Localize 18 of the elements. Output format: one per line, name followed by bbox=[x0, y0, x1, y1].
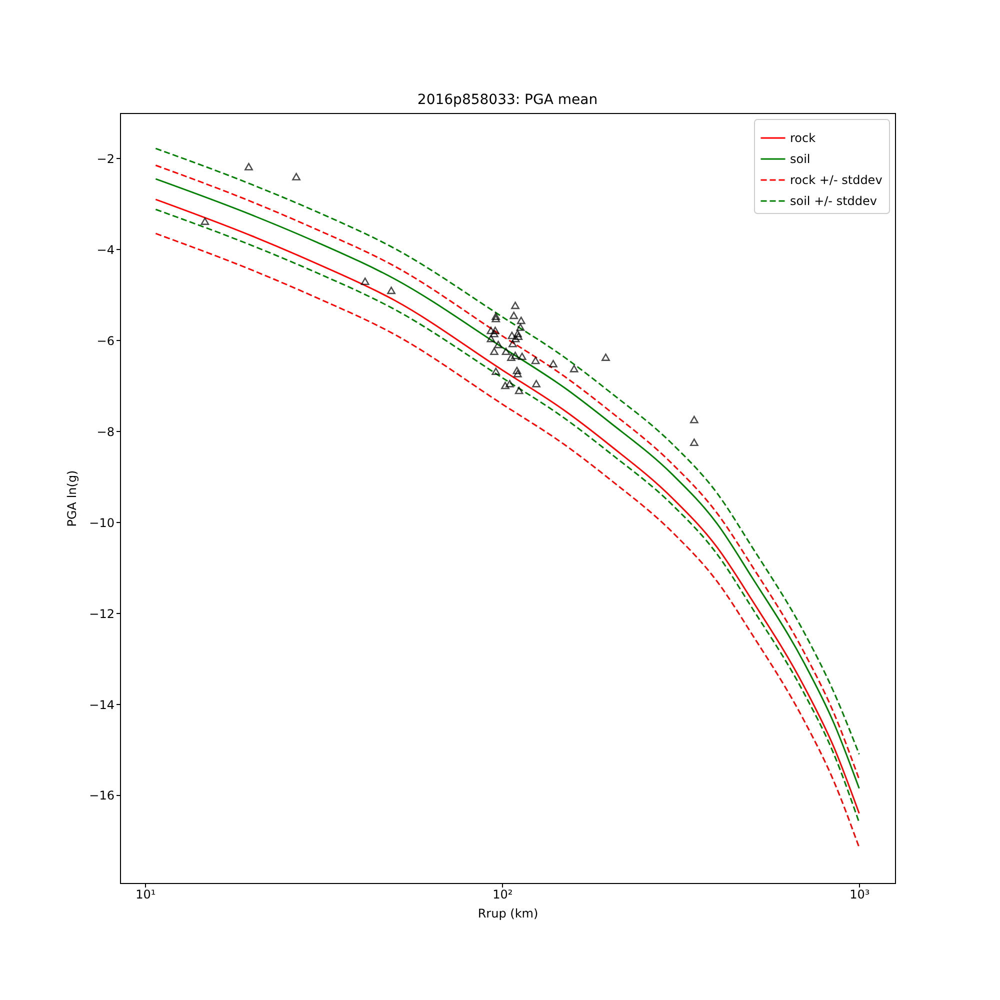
legend-label: rock bbox=[790, 131, 816, 145]
y-tick-label: −2 bbox=[96, 152, 114, 166]
legend-label: soil +/- stddev bbox=[790, 194, 877, 208]
y-tick-label: −14 bbox=[89, 698, 114, 712]
y-tick-label: −6 bbox=[96, 334, 114, 348]
y-tick-label: −8 bbox=[96, 424, 114, 439]
y-tick-label: −10 bbox=[89, 516, 114, 530]
legend-label: rock +/- stddev bbox=[790, 173, 882, 187]
x-tick-label: 10³ bbox=[850, 888, 870, 902]
y-tick-label: −12 bbox=[89, 606, 114, 621]
x-axis-title: Rrup (km) bbox=[478, 906, 538, 920]
legend-label: soil bbox=[790, 152, 810, 166]
y-tick-label: −16 bbox=[89, 788, 114, 803]
y-tick-label: −4 bbox=[96, 242, 114, 257]
x-tick-label: 10¹ bbox=[136, 888, 156, 902]
x-tick-label: 10² bbox=[492, 888, 513, 902]
chart-title: 2016p858033: PGA mean bbox=[417, 92, 598, 108]
y-axis-title: PGA ln(g) bbox=[65, 470, 80, 527]
